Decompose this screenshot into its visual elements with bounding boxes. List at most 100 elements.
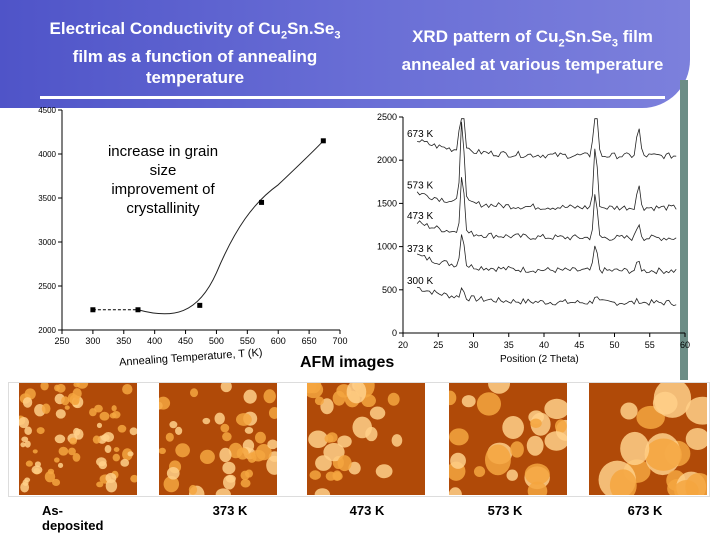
afm-grain (111, 405, 117, 412)
afm-grain (202, 417, 211, 425)
afm-grain (314, 396, 324, 406)
afm-grain (315, 455, 332, 471)
afm-grain (44, 471, 56, 483)
afm-grain (449, 428, 469, 446)
afm-grain (375, 464, 393, 479)
afm-grain (31, 465, 43, 475)
afm-grain (166, 467, 180, 480)
trend-curve (137, 140, 324, 315)
afm-grain (308, 430, 328, 449)
afm-grain (391, 434, 403, 447)
afm-grain (104, 445, 112, 453)
afm-grain (32, 449, 38, 454)
afm-grain (105, 472, 117, 484)
xrd-series-label: 300 K (407, 276, 433, 287)
afm-grain (175, 443, 190, 458)
afm-grain (112, 453, 121, 462)
data-point (320, 138, 326, 144)
afm-grain (215, 488, 231, 495)
xrd-trace (416, 177, 677, 242)
afm-label-473k: 473 K (349, 503, 385, 518)
afm-grain (222, 461, 236, 475)
afm-grain (544, 398, 567, 420)
afm-grain (159, 447, 166, 455)
y-tick-label: 1000 (377, 242, 397, 252)
afm-grain (36, 427, 45, 435)
afm-grain (544, 431, 567, 451)
x-tick-label: 400 (147, 336, 162, 346)
afm-grain (240, 478, 251, 488)
x-tick-label: 45 (574, 340, 584, 350)
conductivity-chart: 2000 2500 3000 3500 4000 4500 250 300 350 400 450 5… (38, 106, 347, 369)
afm-label-373k: 373 K (212, 503, 248, 518)
afm-grain (323, 442, 345, 462)
afm-grain (24, 426, 32, 435)
xrd-chart: 0 500 1000 1500 2000 2500 20 25 30 35 40 45 50 55 60 Po… (377, 112, 690, 365)
y-tick-label: 1500 (377, 198, 397, 208)
afm-grain (527, 481, 548, 495)
afm-grain (325, 471, 336, 481)
right-chart-title: XRD pattern of Cu2Sn.Se3 film annealed a… (401, 27, 664, 75)
y-tick-label: 0 (392, 328, 397, 338)
afm-grain (220, 383, 232, 393)
y-tick-label: 2500 (38, 282, 56, 291)
x-tick-label: 350 (116, 336, 131, 346)
afm-grain (189, 388, 199, 398)
afm-grain (163, 476, 180, 493)
y-tick-label: 2000 (377, 155, 397, 165)
y-tick-label: 500 (382, 285, 397, 295)
afm-grain (506, 469, 518, 481)
note-line-4: crystallinity (126, 200, 200, 217)
afm-grain (54, 384, 60, 392)
afm-grain (21, 436, 29, 443)
x-tick-label: 30 (468, 340, 478, 350)
grain-size-note: increase in grain size improvement of cr… (88, 142, 238, 218)
afm-grain (320, 398, 334, 415)
afm-grain (266, 455, 277, 475)
afm-image-473k (307, 383, 425, 495)
afm-grain (41, 403, 51, 414)
afm-image-strip (8, 382, 710, 497)
decorative-bar (680, 80, 688, 380)
x-tick-label: 300 (85, 336, 100, 346)
afm-grain (214, 412, 225, 425)
afm-grain (165, 432, 174, 442)
afm-grain (222, 432, 232, 442)
afm-grain (620, 431, 650, 466)
afm-grain (267, 439, 277, 450)
afm-grain (387, 392, 400, 406)
note-line-3: improvement of (111, 181, 215, 198)
afm-image-373k (159, 383, 277, 495)
afm-image-573k (449, 383, 567, 495)
afm-grain (19, 416, 29, 429)
left-chart-title: Electrical Conductivity of Cu2Sn.Se3 fil… (49, 19, 341, 88)
afm-grain (461, 395, 476, 408)
title-underline (40, 96, 665, 99)
xrd-series-label: 373 K (407, 244, 433, 255)
afm-grain (99, 411, 110, 421)
xrd-series-label: 673 K (407, 129, 433, 140)
x-tick-label: 50 (609, 340, 619, 350)
afm-grain (450, 452, 466, 469)
afm-grain (365, 426, 378, 442)
afm-grain (307, 383, 317, 394)
afm-grain (69, 437, 77, 445)
afm-grain (530, 418, 542, 428)
data-point (135, 307, 141, 313)
afm-grain (22, 397, 33, 408)
note-line-2: size (149, 162, 177, 179)
afm-grain (620, 402, 638, 420)
afm-grain (98, 461, 108, 470)
afm-grain (169, 421, 178, 429)
xrd-series-label: 573 K (407, 181, 433, 192)
y-tick-label: 4500 (38, 106, 56, 115)
x-tick-label: 55 (645, 340, 655, 350)
afm-grain (57, 462, 64, 468)
afm-grain (54, 434, 66, 444)
afm-grain (449, 390, 457, 406)
afm-grain (40, 383, 49, 391)
xrd-trace (417, 118, 677, 160)
afm-grain (219, 447, 232, 463)
afm-grain (52, 478, 61, 487)
afm-grain (73, 399, 79, 405)
